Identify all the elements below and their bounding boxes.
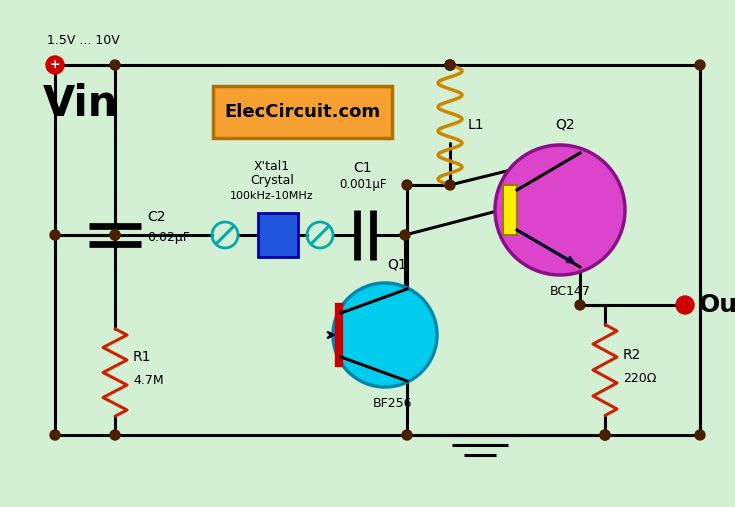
Circle shape [445, 60, 455, 70]
Text: Crystal: Crystal [250, 174, 294, 187]
Circle shape [676, 296, 694, 314]
Circle shape [46, 56, 64, 74]
Text: 100kHz-10MHz: 100kHz-10MHz [230, 191, 314, 201]
Circle shape [402, 430, 412, 440]
Circle shape [333, 283, 437, 387]
Text: C1: C1 [354, 161, 373, 175]
Text: Vin: Vin [43, 83, 118, 125]
Text: 1.5V ... 10V: 1.5V ... 10V [47, 34, 120, 47]
Text: 0.001μF: 0.001μF [340, 178, 387, 191]
Text: 220Ω: 220Ω [623, 372, 656, 384]
Circle shape [110, 60, 120, 70]
Text: 4.7M: 4.7M [133, 374, 164, 386]
Bar [258, 213, 298, 257]
Text: Q2: Q2 [555, 117, 575, 131]
Text: R1: R1 [133, 350, 151, 364]
Text: C2: C2 [147, 210, 165, 224]
Circle shape [50, 230, 60, 240]
Circle shape [110, 230, 120, 240]
Circle shape [695, 430, 705, 440]
Circle shape [575, 300, 585, 310]
Circle shape [600, 430, 610, 440]
Circle shape [695, 60, 705, 70]
Circle shape [495, 145, 625, 275]
Circle shape [400, 230, 410, 240]
Circle shape [600, 430, 610, 440]
Text: L1: L1 [468, 118, 484, 132]
Text: X'tal1: X'tal1 [254, 160, 290, 173]
Circle shape [50, 430, 60, 440]
Text: BF256: BF256 [373, 397, 413, 410]
Text: 0.02μF: 0.02μF [147, 231, 190, 243]
Circle shape [445, 60, 455, 70]
Circle shape [110, 230, 120, 240]
Text: ElecCircuit.com: ElecCircuit.com [224, 103, 381, 121]
Text: BC147: BC147 [550, 285, 590, 298]
Circle shape [110, 430, 120, 440]
Text: Q1: Q1 [387, 257, 407, 271]
Circle shape [402, 180, 412, 190]
Text: Output: Output [699, 293, 735, 317]
Text: R2: R2 [623, 348, 642, 362]
FancyBboxPatch shape [213, 86, 392, 138]
Circle shape [445, 180, 455, 190]
Circle shape [445, 60, 455, 70]
Text: +: + [50, 58, 60, 71]
Bar [503, 185, 517, 235]
